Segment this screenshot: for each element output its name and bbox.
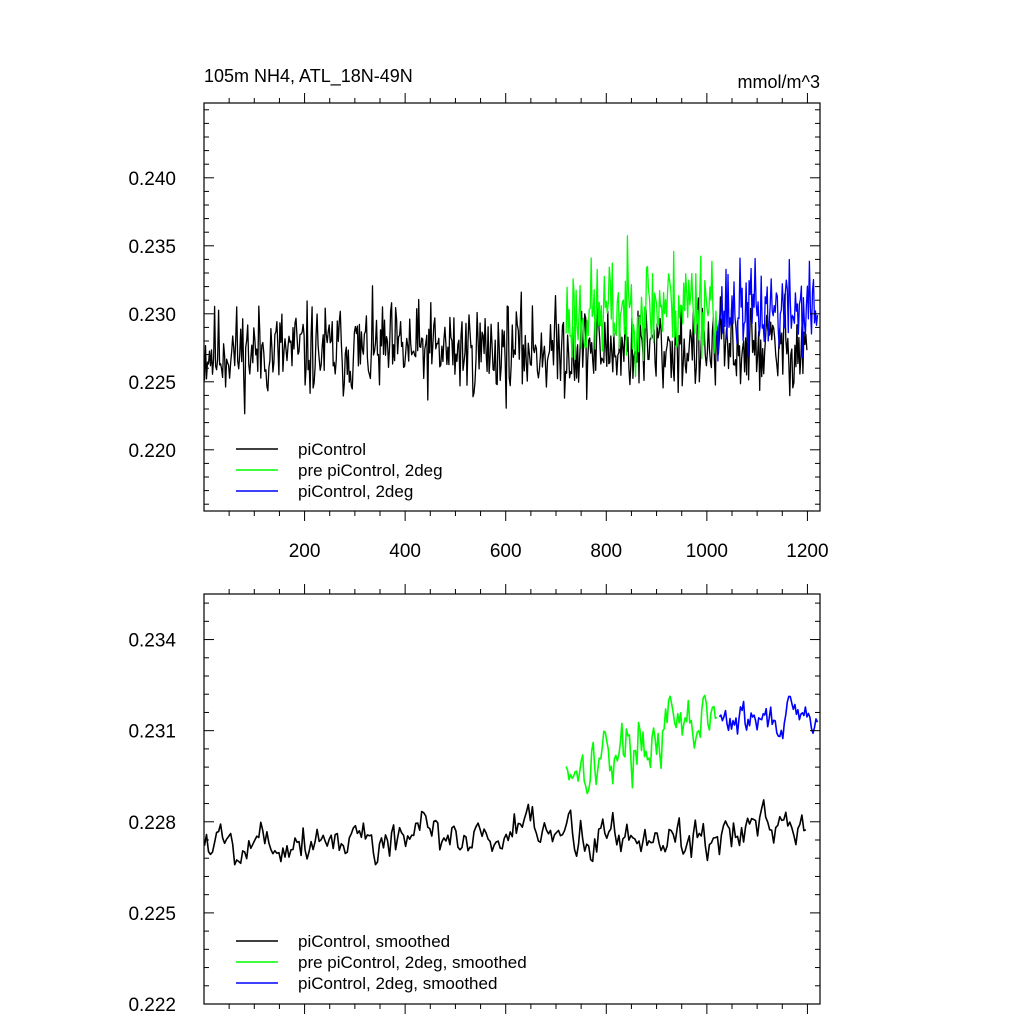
legend-label: piControl, 2deg, smoothed [298, 974, 497, 993]
x-tick-label: 1200 [786, 541, 828, 562]
series-line-1 [203, 799, 807, 866]
x-tick-label: 800 [590, 541, 622, 562]
series-line-3 [716, 257, 819, 362]
legend-label: piControl, 2deg [298, 482, 413, 501]
y-tick-label: 0.228 [128, 813, 176, 834]
bottom-legend: piControl, smoothed pre piControl, 2deg, … [236, 932, 527, 993]
x-tick-label: 600 [490, 541, 522, 562]
y-tick-label: 0.225 [128, 373, 176, 394]
x-tick-label: 1000 [686, 541, 728, 562]
top-plot-frame [203, 102, 821, 512]
y-tick-label: 0.231 [128, 722, 176, 743]
y-tick-label: 0.222 [128, 995, 176, 1016]
bottom-series-lines [203, 694, 819, 866]
top-legend: piControl pre piControl, 2deg piControl, 2… [236, 440, 443, 501]
legend-label: pre piControl, 2deg, smoothed [298, 953, 527, 972]
x-tick-label: 400 [389, 541, 421, 562]
bottom-plot-frame [203, 593, 821, 1005]
top-panel: 105m NH4, ATL_18N-49N mmol/m^3 0.2200.22… [128, 66, 828, 562]
series-line-2 [565, 694, 718, 795]
top-axes: 0.220 0.225 0.230 0.235 0.240 200 400 600 800 100… [128, 93, 829, 562]
series-line-1 [203, 285, 808, 415]
legend-label: piControl, smoothed [298, 932, 450, 951]
bottom-axes: 0.222 0.225 0.228 0.231 0.234 [128, 584, 820, 1016]
top-panel-title: 105m NH4, ATL_18N-49N [204, 66, 413, 87]
y-tick-label: 0.225 [128, 904, 176, 925]
y-tick-label: 0.235 [128, 237, 176, 258]
x-tick-label: 200 [289, 541, 321, 562]
y-tick-label: 0.230 [128, 305, 176, 326]
top-panel-units: mmol/m^3 [738, 72, 820, 92]
bottom-panel: 0.222 0.225 0.228 0.231 0.234 piControl, smo… [128, 584, 821, 1016]
y-tick-label: 0.240 [128, 169, 176, 190]
y-tick-label: 0.234 [128, 631, 176, 652]
series-line-3 [718, 695, 819, 740]
top-series-lines [203, 235, 819, 415]
legend-label: pre piControl, 2deg [298, 461, 443, 480]
legend-label: piControl [298, 440, 366, 459]
series-line-2 [565, 235, 718, 378]
y-tick-label: 0.220 [128, 441, 176, 462]
